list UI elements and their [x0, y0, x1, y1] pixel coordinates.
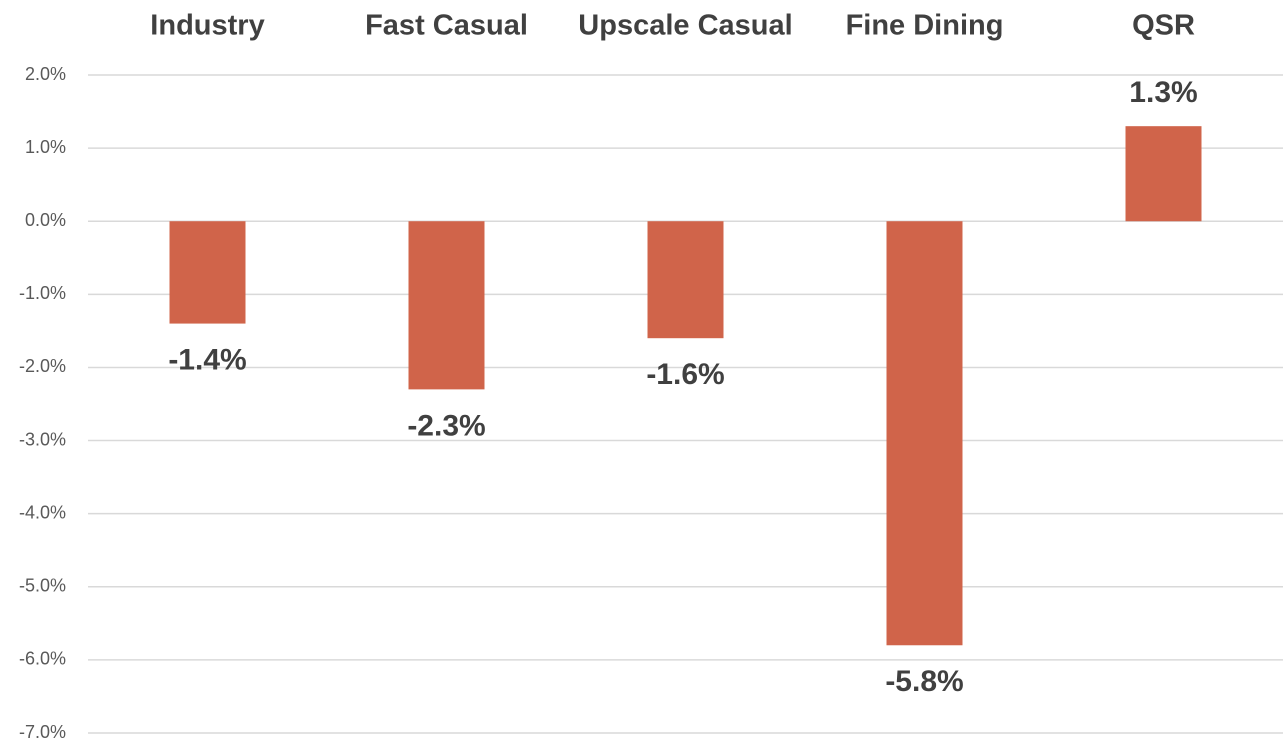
y-tick-label: -3.0% [19, 429, 66, 449]
category-label: Fine Dining [846, 10, 1004, 42]
y-tick-label: 2.0% [25, 64, 66, 84]
y-tick-label: 1.0% [25, 137, 66, 157]
data-label: -1.6% [646, 358, 724, 391]
bar [408, 221, 485, 390]
data-label: -1.4% [168, 343, 246, 376]
y-tick-label: -6.0% [19, 649, 66, 669]
y-tick-label: 0.0% [25, 210, 66, 230]
bar [169, 221, 246, 324]
bar [886, 221, 963, 646]
y-tick-label: -1.0% [19, 283, 66, 303]
category-label: Fast Casual [365, 10, 528, 42]
data-label: -2.3% [407, 409, 485, 442]
category-label: Upscale Casual [578, 10, 792, 42]
y-tick-label: -2.0% [19, 356, 66, 376]
data-label: -5.8% [885, 665, 963, 698]
data-label: 1.3% [1129, 76, 1197, 109]
bar [647, 221, 724, 339]
bar [1125, 126, 1202, 222]
y-tick-label: -5.0% [19, 576, 66, 596]
category-label: QSR [1132, 10, 1195, 42]
y-tick-label: -4.0% [19, 502, 66, 522]
category-label: Industry [150, 10, 264, 42]
y-tick-label: -7.0% [19, 722, 66, 741]
